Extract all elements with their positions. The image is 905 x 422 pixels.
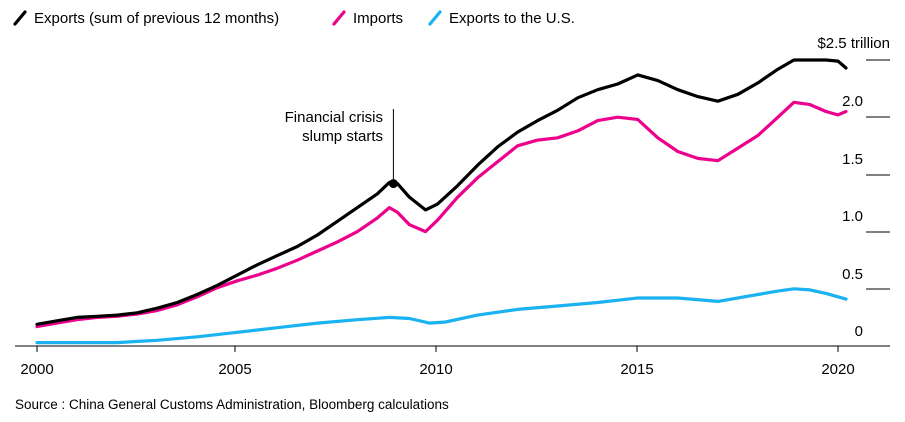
annotation-text-line-2: slump starts (302, 128, 383, 145)
series-line-exports (35, 58, 848, 326)
legend-item-exports: Exports (sum of previous 12 months) (13, 10, 279, 27)
y-axis: 0 0.5 1.0 1.5 2.0 $2.5 trillion (817, 35, 890, 340)
y-tick-5: $2.5 trillion (817, 35, 890, 61)
y-tick-label: 2.0 (842, 93, 863, 110)
y-tick-label: 1.0 (842, 208, 863, 225)
annotation-marker (388, 179, 398, 189)
y-tick-label: 0 (855, 323, 863, 340)
y-tick-label: $2.5 trillion (817, 35, 890, 52)
x-tick-label: 2015 (620, 361, 653, 378)
x-tick-2020: 2020 (821, 346, 855, 378)
y-tick-label: 1.5 (842, 151, 863, 168)
y-tick-0: 0 (855, 323, 863, 340)
series-group (35, 58, 848, 345)
legend: Exports (sum of previous 12 months) Impo… (13, 10, 575, 27)
y-tick-1: 0.5 (842, 266, 890, 290)
y-tick-3: 1.5 (842, 151, 890, 176)
x-axis: 2000 2005 2010 2015 2020 (20, 346, 855, 378)
annotation-text-line-1: Financial crisis (285, 109, 383, 126)
x-tick-2005: 2005 (218, 346, 252, 378)
legend-swatch-exports-us (428, 10, 442, 26)
legend-swatch-imports (332, 10, 346, 26)
x-tick-label: 2020 (821, 361, 854, 378)
x-tick-2000: 2000 (20, 346, 54, 378)
x-tick-label: 2010 (419, 361, 452, 378)
source-note: Source : China General Customs Administr… (15, 397, 449, 412)
legend-swatch-exports (13, 10, 27, 26)
series-line-imports (35, 100, 848, 329)
legend-item-imports: Imports (332, 10, 403, 27)
y-tick-2: 1.0 (842, 208, 890, 233)
legend-label-imports: Imports (353, 10, 403, 27)
x-tick-2010: 2010 (419, 346, 453, 378)
legend-item-exports-us: Exports to the U.S. (428, 10, 575, 27)
x-tick-2015: 2015 (620, 346, 654, 378)
x-tick-label: 2000 (20, 361, 53, 378)
y-tick-4: 2.0 (842, 93, 890, 118)
y-tick-label: 0.5 (842, 266, 863, 283)
legend-label-exports: Exports (sum of previous 12 months) (34, 10, 279, 27)
series-line-exports-us (35, 287, 848, 345)
annotation-financial-crisis: Financial crisis slump starts (285, 109, 398, 189)
x-tick-label: 2005 (218, 361, 251, 378)
legend-label-exports-us: Exports to the U.S. (449, 10, 575, 27)
